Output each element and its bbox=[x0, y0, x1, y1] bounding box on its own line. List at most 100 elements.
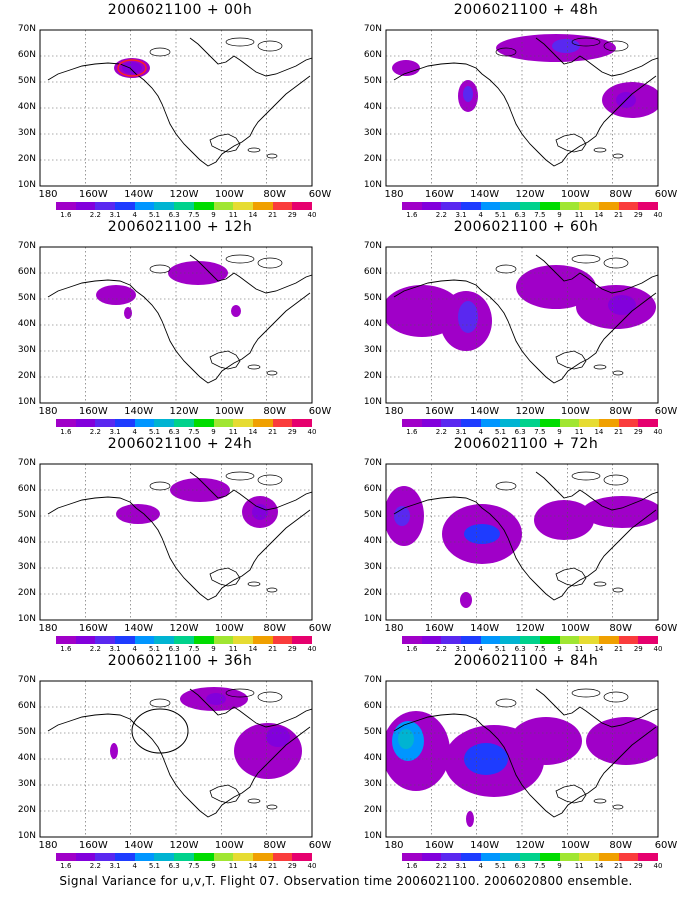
longitude-label: 120W bbox=[169, 840, 199, 851]
colorbar-swatch bbox=[252, 202, 273, 210]
longitude-label: 160W bbox=[424, 406, 454, 417]
map-panel: 2006021100 + 00h 70N 60N 50N 40N 30N 20N 10N 180… bbox=[10, 0, 350, 219]
colorbar-label: 7.5 bbox=[534, 645, 546, 653]
variance-contour bbox=[124, 307, 132, 319]
colorbar-swatch bbox=[402, 636, 422, 644]
colorbar-swatch bbox=[174, 419, 194, 427]
variance-contour bbox=[460, 592, 472, 608]
coastline bbox=[535, 254, 658, 294]
island-outline bbox=[247, 798, 261, 804]
colorbar-label: 9 bbox=[211, 428, 216, 436]
colorbar-label: 9 bbox=[211, 211, 216, 219]
colorbar-swatch bbox=[480, 202, 501, 210]
colorbar-label: 3.1 bbox=[455, 862, 467, 870]
colorbar-label: 1.6 bbox=[406, 645, 418, 653]
island-outline bbox=[612, 370, 624, 376]
colorbar-swatch bbox=[579, 419, 599, 427]
colorbar-label: 11 bbox=[574, 428, 584, 436]
colorbar-label: 4 bbox=[478, 211, 483, 219]
longitude-label: 80W bbox=[609, 840, 632, 851]
map-panel: 2006021100 + 72h 70N 60N 50N 40N 30N 20N 10N 180… bbox=[356, 434, 692, 653]
colorbar-swatch bbox=[539, 419, 560, 427]
colorbar-swatch bbox=[154, 853, 175, 861]
colorbar-swatch bbox=[213, 636, 234, 644]
colorbar-label: 11 bbox=[574, 862, 584, 870]
colorbar-swatch bbox=[618, 202, 639, 210]
latitude-label: 10N bbox=[363, 614, 382, 624]
panel-title: 2006021100 + 12h bbox=[107, 219, 253, 235]
latitude-label: 70N bbox=[17, 24, 36, 34]
coastline bbox=[47, 713, 311, 818]
variance-contour bbox=[231, 305, 241, 317]
island-outline bbox=[247, 581, 261, 587]
variance-contour bbox=[252, 504, 268, 520]
colorbar-label: 11 bbox=[228, 428, 238, 436]
colorbar-swatch bbox=[461, 636, 481, 644]
longitude-label: 140W bbox=[124, 189, 154, 200]
longitude-label: 80W bbox=[609, 189, 632, 200]
latitude-label: 10N bbox=[17, 831, 36, 841]
longitude-label: 120W bbox=[515, 406, 545, 417]
colorbar-label: 3.1 bbox=[109, 211, 121, 219]
colorbar-swatch bbox=[292, 853, 312, 861]
variance-contour bbox=[552, 39, 580, 53]
colorbar-swatch bbox=[618, 853, 639, 861]
colorbar-swatch bbox=[579, 853, 599, 861]
island-outline bbox=[257, 257, 283, 269]
colorbar-label: 2.2 bbox=[435, 211, 447, 219]
variance-contour bbox=[122, 62, 142, 74]
island-outline bbox=[257, 40, 283, 52]
variance-contour bbox=[234, 723, 302, 779]
colorbar-swatch bbox=[539, 853, 560, 861]
colorbar-label: 2.2 bbox=[435, 862, 447, 870]
map-panel: 2006021100 + 12h 70N 60N 50N 40N 30N 20N 10N 180… bbox=[10, 217, 350, 436]
colorbar-label: 2.2 bbox=[89, 211, 101, 219]
colorbar-label: 29 bbox=[287, 645, 297, 653]
longitude-label: 160W bbox=[424, 189, 454, 200]
latitude-label: 40N bbox=[363, 102, 382, 112]
latitude-label: 60N bbox=[17, 267, 36, 277]
variance-contour bbox=[582, 496, 658, 528]
longitude-label: 120W bbox=[169, 189, 199, 200]
coastline bbox=[555, 567, 587, 587]
panel-title: 2006021100 + 84h bbox=[453, 653, 599, 669]
colorbar-label: 6.3 bbox=[168, 645, 180, 653]
colorbar-swatch bbox=[95, 202, 116, 210]
colorbar-swatch bbox=[559, 419, 580, 427]
colorbar-label: 21 bbox=[268, 862, 278, 870]
colorbar-swatch bbox=[272, 419, 293, 427]
coastline bbox=[209, 350, 241, 370]
longitude-label: 80W bbox=[263, 406, 286, 417]
colorbar-swatch bbox=[252, 636, 273, 644]
colorbar-label: 7.5 bbox=[188, 211, 200, 219]
longitude-label: 140W bbox=[470, 840, 500, 851]
figure-caption: Signal Variance for u,v,T. Flight 07. Ob… bbox=[59, 874, 633, 888]
island-outline bbox=[495, 264, 517, 274]
longitude-label: 60W bbox=[308, 189, 332, 200]
longitude-label: 160W bbox=[78, 406, 108, 417]
latitude-label: 40N bbox=[363, 536, 382, 546]
panel-title: 2006021100 + 48h bbox=[453, 2, 599, 18]
latitude-label: 40N bbox=[17, 753, 36, 763]
longitude-label: 180 bbox=[384, 840, 404, 851]
colorbar-swatch bbox=[461, 202, 481, 210]
colorbar-swatch bbox=[461, 853, 481, 861]
colorbar-swatch bbox=[56, 636, 76, 644]
colorbar-swatch bbox=[520, 419, 540, 427]
latitude-label: 60N bbox=[363, 50, 382, 60]
island-outline bbox=[612, 587, 624, 593]
colorbar-label: 2.2 bbox=[89, 428, 101, 436]
coastline bbox=[535, 688, 658, 728]
map-area bbox=[385, 463, 659, 621]
longitude-label: 160W bbox=[424, 840, 454, 851]
colorbar-label: 6.3 bbox=[514, 428, 526, 436]
colorbar-swatch bbox=[559, 636, 580, 644]
colorbar-swatch bbox=[441, 636, 462, 644]
colorbar-swatch bbox=[559, 202, 580, 210]
colorbar-swatch bbox=[134, 419, 155, 427]
longitude-label: 120W bbox=[515, 840, 545, 851]
colorbar-label: 9 bbox=[211, 862, 216, 870]
colorbar-swatch bbox=[154, 636, 175, 644]
longitude-label: 120W bbox=[169, 406, 199, 417]
colorbar-swatch bbox=[95, 636, 116, 644]
